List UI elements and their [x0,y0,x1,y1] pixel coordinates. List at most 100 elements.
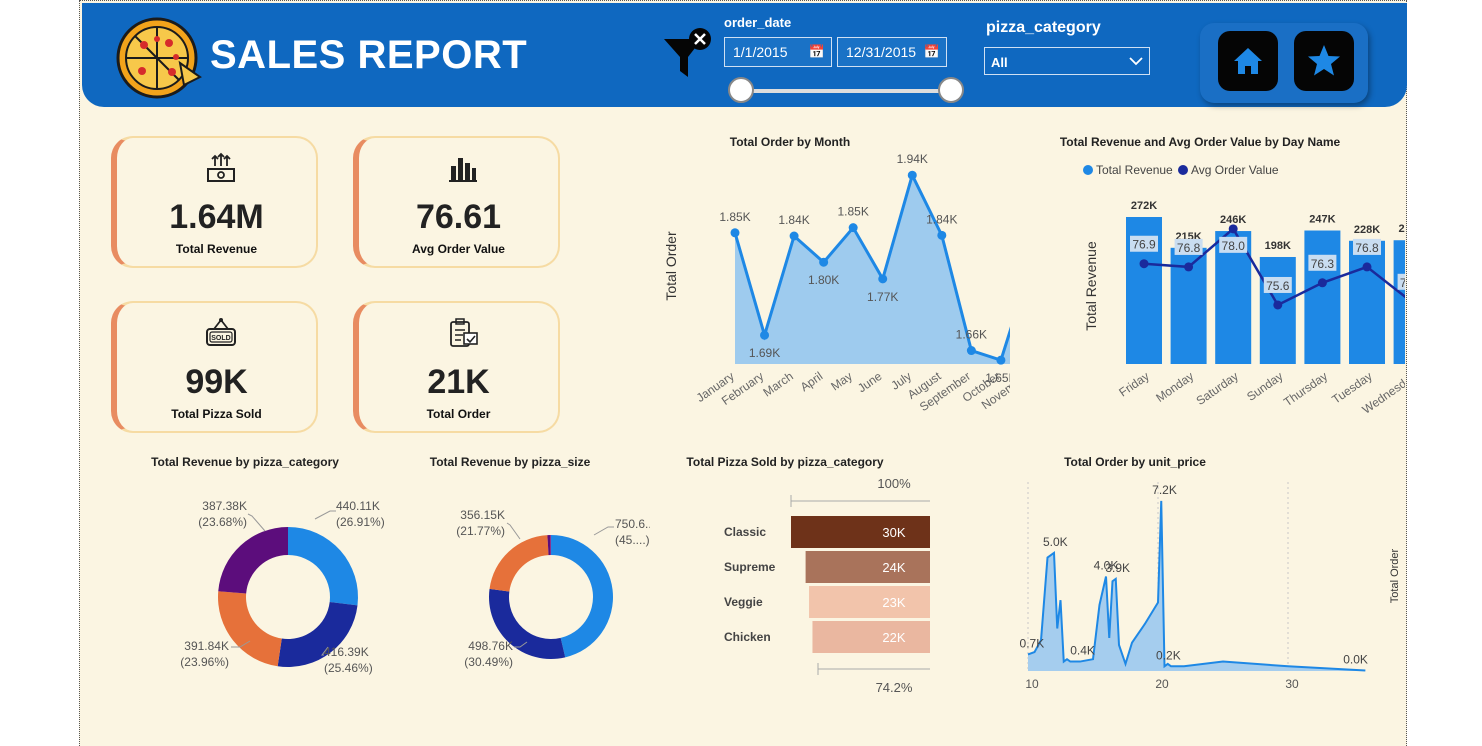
y-axis-label: Total Order [1389,548,1401,603]
data-label: 4.0K [1094,559,1119,573]
aov-point [1273,300,1283,310]
bar-value-label: 229K [1398,223,1405,235]
clear-filter-icon[interactable] [660,27,718,83]
donut-slice [218,527,288,594]
money-upload-icon [207,152,235,182]
x-tick-label: Thursday [1281,369,1330,409]
aov-value-label: 78.0 [1222,239,1246,253]
data-label: 1.84K [926,212,957,226]
aov-point [1139,259,1149,269]
data-point [730,228,740,238]
revenue-bar [1259,256,1296,364]
data-point [966,346,976,356]
donut-slice [489,588,566,659]
series-line [733,171,1010,363]
y-axis-label: Total Order [663,231,679,301]
slice-value-label: 750.6... [615,517,650,531]
kpi-total-revenue: 1.64M Total Revenue [111,136,318,268]
nav-panel [1200,23,1368,103]
end-date-value: 12/31/2015 [846,44,917,60]
revenue-bar [1393,240,1405,364]
donut-slice [489,535,549,592]
kpi-label: Total Pizza Sold [171,407,262,421]
aov-point [1184,262,1194,272]
aov-label-box [1219,236,1248,253]
order-date-label: order_date [724,15,792,30]
kpi-total-order: 21K Total Order [353,301,560,433]
x-tick-label: 20 [1155,677,1169,691]
leader-line [321,646,329,656]
slice-percent-label: (25.46%) [324,661,373,675]
header-bar: SALES REPORT order_date 1/1/2015 📅 12/31… [82,3,1407,107]
data-label: 1.77K [867,290,898,304]
home-button[interactable] [1218,31,1278,91]
aov-point [1317,278,1327,288]
favorites-button[interactable] [1294,31,1354,91]
x-tick-label: May [828,369,855,393]
revenue-bar [1349,240,1385,364]
bar-value-label: 247K [1309,214,1335,226]
slice-percent-label: (23.68%) [198,515,247,529]
pizza-category-label: pizza_category [986,19,1101,36]
data-label: 7.2K [1152,483,1177,497]
data-point [760,330,770,340]
aov-value-label: 75.7 [1400,276,1405,290]
calendar-icon[interactable]: 📅 [808,44,825,59]
report-title: SALES REPORT [210,33,528,77]
data-label: 1.80K [808,273,839,287]
data-label: 1.85K [838,205,869,219]
bar-value-label: 228K [1354,224,1380,236]
aov-value-label: 76.8 [1177,241,1201,255]
x-tick-label: 30 [1285,677,1299,691]
date-range-start-handle[interactable] [728,77,754,103]
category-label: Veggie [724,595,763,609]
slice-value-label: 387.38K [202,499,247,513]
data-label: 0.2K [1156,648,1181,662]
category-label: Classic [724,525,766,539]
legend-marker [1083,165,1093,175]
aov-point [1228,224,1238,234]
date-range-end-handle[interactable] [938,77,964,103]
end-date-input[interactable]: 12/31/2015 📅 [837,37,947,67]
aov-value-label: 76.3 [1311,257,1335,271]
leader-line [593,526,614,536]
data-label: 1.84K [778,213,809,227]
slice-percent-label: (26.91%) [336,515,385,529]
report-canvas: SALES REPORT order_date 1/1/2015 📅 12/31… [79,0,1407,746]
leader-line [231,640,251,648]
chart-title-pizza-sold-by-category: Total Pizza Sold by pizza_category [686,455,884,469]
chart-title-orders-by-unit-price: Total Order by unit_price [1064,455,1206,469]
slice-percent-label: (23.96%) [180,655,229,669]
x-tick-label: Sunday [1244,369,1285,404]
bar-value-label: 272K [1131,200,1157,212]
aov-value-label: 76.9 [1132,238,1156,252]
data-label: 1.94K [897,152,928,166]
pizza-category-dropdown[interactable]: All [984,47,1150,75]
chart-title-revenue-by-size: Total Revenue by pizza_size [429,455,591,469]
slice-value-label: 498.76K [468,639,513,653]
category-label: Chicken [724,630,771,644]
aov-label-box [1353,238,1381,255]
leader-line [247,513,266,532]
data-label: 1.85K [719,210,750,224]
home-icon [1234,48,1262,74]
funnel-bar [791,516,930,548]
kpi-value: 99K [185,363,248,401]
aov-label-box [1263,276,1292,293]
start-date-input[interactable]: 1/1/2015 📅 [724,37,832,67]
date-range-track[interactable] [742,89,952,93]
top-percent-label: 100% [877,476,911,491]
slice-value-label: 356.15K [460,508,505,522]
order-clipboard-icon [450,318,478,347]
legend-label: Avg Order Value [1191,163,1279,177]
kpi-label: Total Revenue [175,242,258,256]
area-fill [735,175,1010,364]
x-tick-label: Saturday [1194,369,1241,408]
donut-slice [277,602,358,667]
data-point [996,355,1006,365]
leader-line [314,510,336,520]
slice-value-label: 416.39K [324,645,369,659]
bottom-percent-label: 74.2% [876,680,913,695]
pizza-sold-funnel-chart: 100% 30K Classic 24K Supreme 23K Veggie 22K Chic… [724,476,930,695]
calendar-icon[interactable]: 📅 [923,44,940,59]
